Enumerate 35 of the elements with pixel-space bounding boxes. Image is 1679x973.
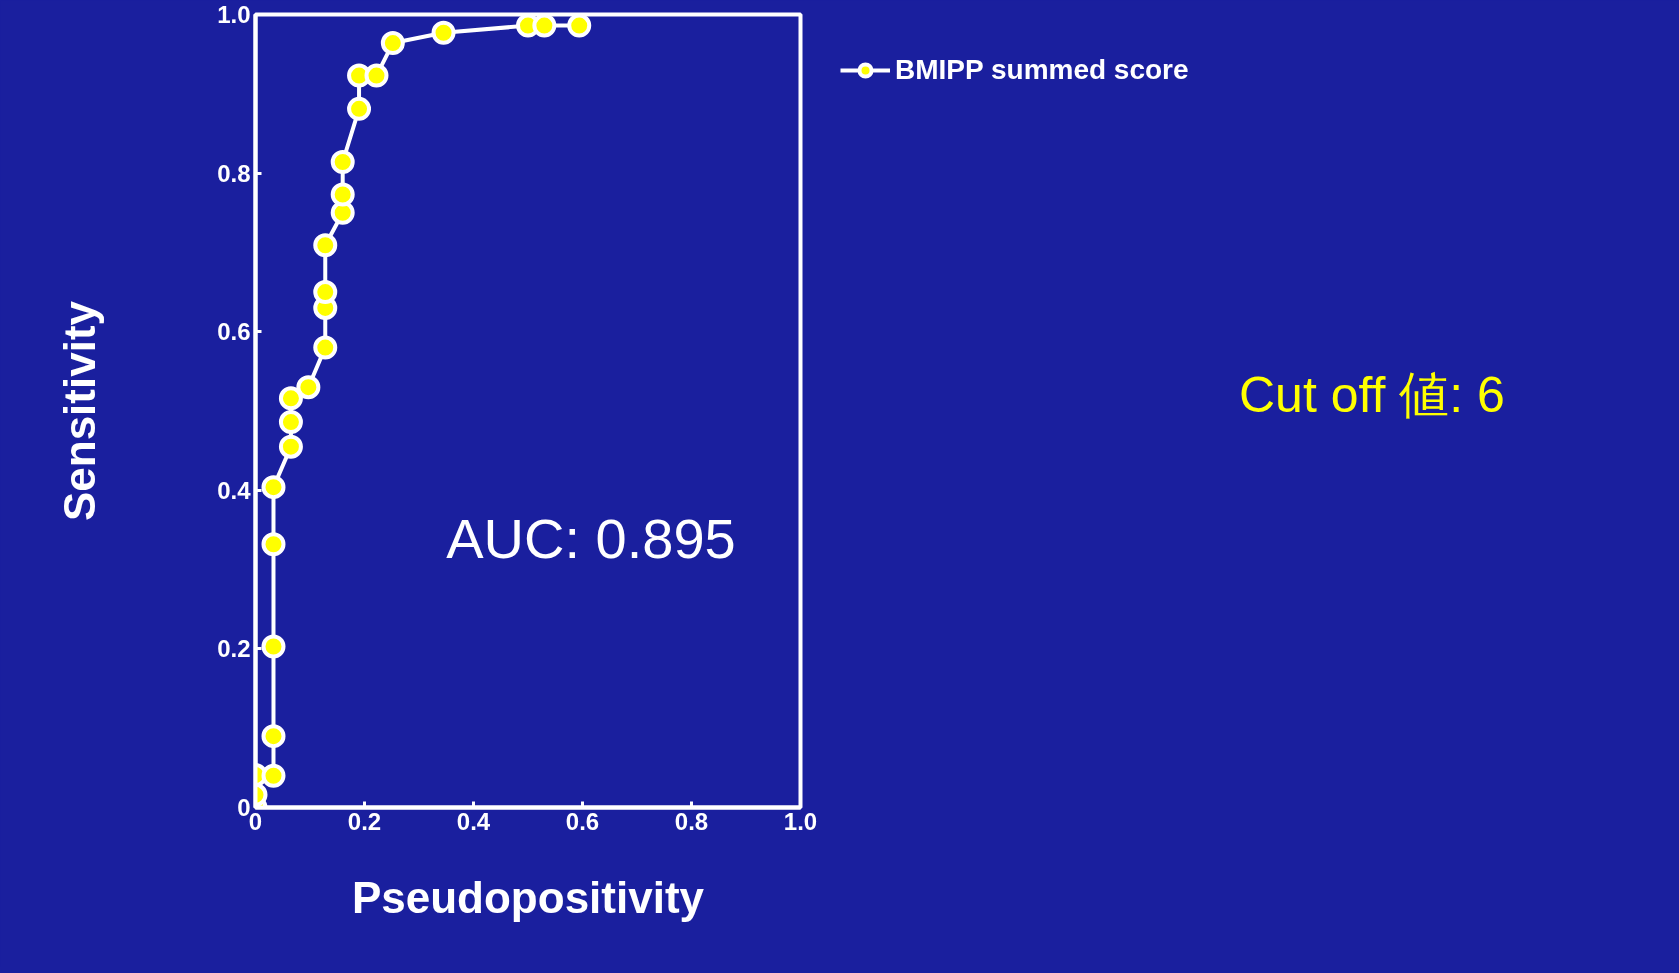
point [261, 634, 286, 659]
x-tick-label: 0.2 [347, 807, 382, 835]
point [330, 150, 355, 174]
point [364, 63, 389, 88]
point [431, 20, 456, 45]
point [313, 233, 338, 258]
y-tick-label: 1.0 [217, 1, 251, 28]
annotation: AUC: 0.895 [446, 506, 736, 570]
y-axis-title: Sensitivity [55, 300, 105, 522]
x-axis-title: Pseudopositivity [351, 872, 705, 922]
y-tick-label: 0.2 [217, 635, 251, 663]
point [278, 434, 303, 459]
point [313, 280, 338, 305]
text: Cut off 値: 6 [1239, 366, 1505, 425]
point [296, 375, 321, 400]
point [313, 335, 338, 360]
point [261, 532, 286, 557]
point [261, 724, 286, 749]
point [330, 182, 355, 207]
point [278, 410, 303, 435]
point [261, 763, 286, 788]
point [567, 14, 592, 38]
point [261, 475, 286, 500]
y-tick-label: 0.8 [217, 159, 251, 187]
x-tick-label: 0.6 [565, 807, 600, 835]
point [380, 31, 405, 56]
y-tick-label: 0.4 [217, 476, 252, 504]
point [278, 386, 303, 411]
x-tick-label: 0.8 [674, 807, 709, 835]
point [532, 14, 557, 38]
legend-label: BMIPP summed score [895, 54, 1189, 86]
x-tick-label: 1.0 [783, 807, 818, 835]
x-tick-label: 0.4 [456, 807, 491, 835]
point [347, 96, 372, 121]
y-tick-label: 0.6 [217, 318, 251, 346]
